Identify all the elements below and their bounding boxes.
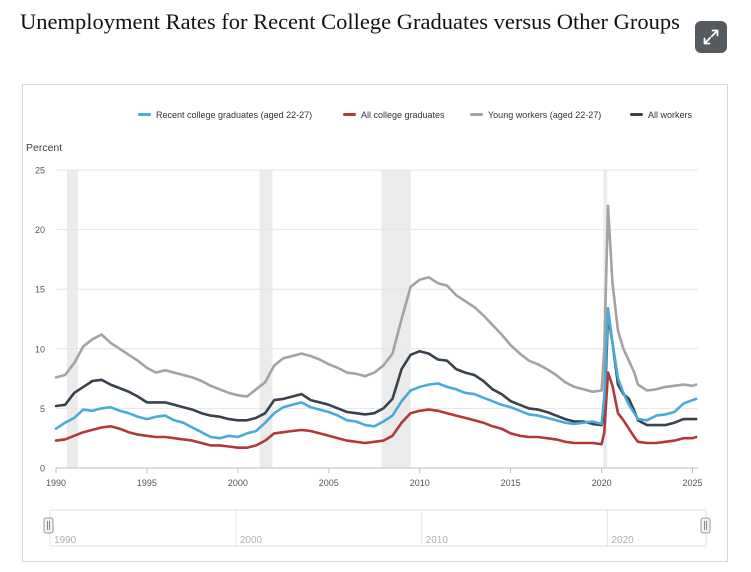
y-tick-label: 10 bbox=[35, 344, 45, 354]
x-tick-label: 2010 bbox=[410, 478, 430, 488]
y-tick-label: 0 bbox=[40, 464, 45, 474]
legend-item-3[interactable]: All workers bbox=[630, 108, 692, 122]
y-tick-label: 15 bbox=[35, 285, 45, 295]
y-axis-label: Percent bbox=[26, 142, 62, 154]
recession-band-0 bbox=[66, 170, 78, 468]
legend-label: All workers bbox=[648, 110, 693, 120]
y-tick-label: 25 bbox=[35, 166, 45, 176]
legend-label: All college graduates bbox=[361, 110, 445, 120]
legend-swatch bbox=[630, 113, 643, 117]
legend-swatch bbox=[138, 113, 151, 117]
legend-item-1[interactable]: All college graduates bbox=[343, 108, 445, 122]
x-tick-label: 2025 bbox=[683, 478, 703, 488]
navigator-tick-label: 2010 bbox=[426, 535, 449, 546]
series-line-1 bbox=[54, 371, 698, 449]
y-tick-label: 20 bbox=[35, 225, 45, 235]
expand-arrows-icon bbox=[703, 29, 719, 45]
range-navigator[interactable]: 1990 2000 2010 2020 bbox=[43, 509, 711, 547]
x-tick-label: 2005 bbox=[319, 478, 339, 488]
recession-band-2 bbox=[381, 170, 411, 468]
page-title: Unemployment Rates for Recent College Gr… bbox=[20, 9, 680, 34]
navigator-handle-right[interactable] bbox=[700, 517, 711, 534]
legend-swatch bbox=[343, 113, 356, 117]
x-tick-label: 1995 bbox=[137, 478, 157, 488]
legend-item-2[interactable]: Young workers (aged 22-27) bbox=[470, 108, 601, 122]
legend-label: Recent college graduates (aged 22-27) bbox=[156, 110, 313, 120]
recession-bands bbox=[66, 170, 608, 468]
navigator-tick-label: 2000 bbox=[240, 535, 263, 546]
legend-swatch bbox=[470, 113, 483, 117]
navigator-handle-left[interactable] bbox=[43, 517, 54, 534]
gridlines bbox=[56, 169, 698, 409]
y-tick-label: 5 bbox=[40, 404, 45, 414]
navigator-tick-label: 1990 bbox=[54, 535, 77, 546]
series-line-0 bbox=[54, 307, 698, 440]
x-tick-label: 2020 bbox=[592, 478, 612, 488]
fullscreen-button[interactable] bbox=[695, 21, 727, 53]
x-tick-label: 2015 bbox=[501, 478, 521, 488]
navigator-tick-label: 2020 bbox=[612, 535, 635, 546]
legend-label: Young workers (aged 22-27) bbox=[488, 110, 602, 120]
x-tick-label: 1990 bbox=[46, 478, 66, 488]
x-tick-label: 2000 bbox=[228, 478, 248, 488]
series-lines bbox=[54, 204, 698, 449]
series-line-2 bbox=[54, 204, 698, 398]
recession-band-1 bbox=[259, 170, 273, 468]
legend-item-0[interactable]: Recent college graduates (aged 22-27) bbox=[138, 108, 312, 122]
chart-legend: Recent college graduates (aged 22-27) All… bbox=[110, 108, 710, 122]
